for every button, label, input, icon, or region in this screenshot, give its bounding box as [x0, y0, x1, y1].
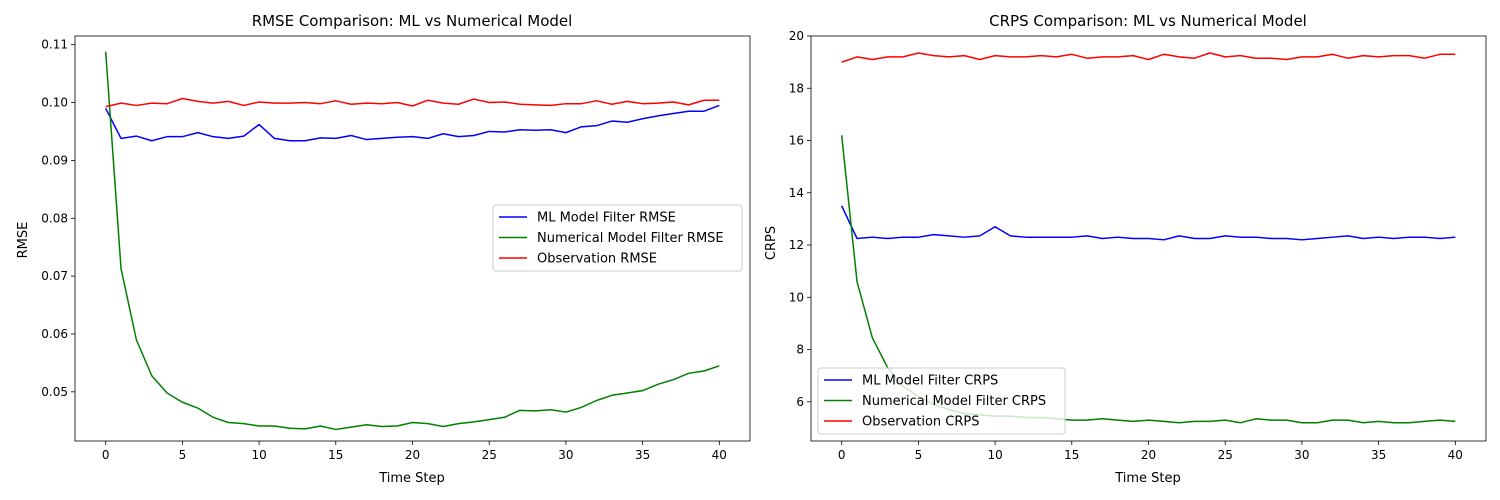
x-tick-label: 15	[1064, 448, 1079, 462]
legend-label-1: Numerical Model Filter RMSE	[537, 231, 724, 246]
x-tick-label: 35	[1371, 448, 1386, 462]
x-tick-label: 10	[987, 448, 1002, 462]
x-tick-label: 30	[1294, 448, 1309, 462]
x-tick-label: 5	[915, 448, 923, 462]
x-axis-label: Time Step	[1114, 471, 1181, 486]
legend-label-2: Observation RMSE	[537, 252, 657, 267]
x-tick-label: 0	[838, 448, 846, 462]
y-tick-label: 16	[789, 134, 804, 148]
x-tick-label: 20	[405, 448, 420, 462]
legend-label-2: Observation CRPS	[862, 415, 980, 430]
x-tick-label: 30	[558, 448, 573, 462]
y-tick-label: 0.10	[41, 96, 68, 110]
x-tick-label: 25	[482, 448, 497, 462]
series-line-2	[841, 52, 1456, 63]
y-tick-label: 8	[796, 343, 804, 357]
y-tick-label: 0.09	[41, 153, 68, 167]
x-tick-label: 40	[1448, 448, 1463, 462]
legend-label-1: Numerical Model Filter CRPS	[862, 394, 1046, 409]
series-line-0	[841, 205, 1456, 241]
legend-box	[817, 367, 1066, 435]
series-line-0	[105, 104, 720, 142]
y-tick-label: 18	[789, 81, 804, 95]
y-tick-label: 0.08	[41, 211, 68, 225]
x-tick-label: 25	[1218, 448, 1233, 462]
y-axis-label: CRPS	[764, 226, 779, 260]
legend-label-0: ML Model Filter CRPS	[862, 374, 998, 389]
y-tick-label: 6	[796, 395, 804, 409]
x-axis-label: Time Step	[378, 471, 445, 486]
series-line-2	[105, 97, 720, 108]
crps-chart: CRPS Comparison: ML vs Numerical Model T…	[764, 12, 1487, 486]
y-axis-label: RMSE	[16, 222, 31, 259]
legend: ML Model Filter RMSE Numerical Model Filt…	[492, 204, 743, 272]
x-tick-label: 40	[712, 448, 727, 462]
y-tick-label: 14	[789, 186, 804, 200]
x-tick-label: 20	[1141, 448, 1156, 462]
rmse-chart: RMSE Comparison: ML vs Numerical Model T…	[16, 12, 751, 486]
legend-box	[492, 204, 743, 272]
x-tick-label: 15	[328, 448, 343, 462]
y-tick-label: 10	[789, 290, 804, 304]
y-tick-label: 0.11	[41, 38, 68, 52]
y-tick-label: 12	[789, 238, 804, 252]
x-tick-label: 35	[635, 448, 650, 462]
x-tick-label: 10	[251, 448, 266, 462]
chart-title: RMSE Comparison: ML vs Numerical Model	[252, 12, 573, 30]
y-tick-label: 20	[789, 29, 804, 43]
legend-label-0: ML Model Filter RMSE	[537, 211, 676, 226]
legend: ML Model Filter CRPS Numerical Model Filt…	[817, 367, 1066, 435]
series-line-1	[104, 51, 720, 431]
x-tick-label: 5	[179, 448, 187, 462]
y-tick-label: 0.05	[41, 385, 68, 399]
chart-title: CRPS Comparison: ML vs Numerical Model	[989, 12, 1307, 30]
x-tick-label: 0	[102, 448, 110, 462]
y-tick-label: 0.06	[41, 327, 68, 341]
y-tick-label: 0.07	[41, 269, 68, 283]
